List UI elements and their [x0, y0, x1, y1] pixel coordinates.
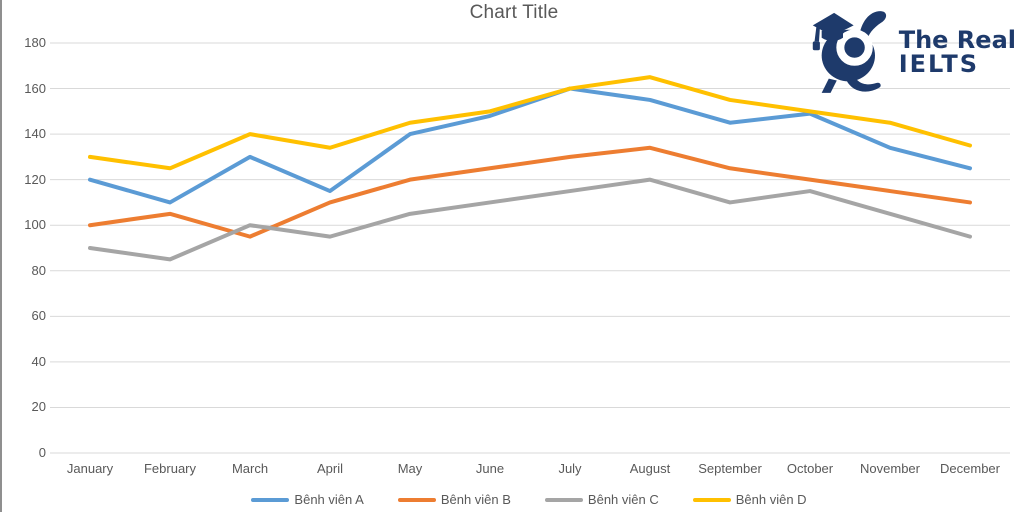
legend-line-swatch — [397, 497, 436, 502]
y-tick-label-80: 80 — [31, 262, 46, 278]
legend-label: Bênh viên A — [294, 492, 364, 507]
x-tick-label-june: June — [475, 461, 505, 476]
legend-line-swatch — [544, 497, 583, 502]
legend-label: Bênh viên C — [587, 492, 659, 507]
y-tick-label-140: 140 — [24, 126, 46, 142]
x-tick-label-april: April — [316, 461, 343, 476]
x-tick-label-october: October — [786, 461, 834, 476]
series-line-b-nh-vi-n-b — [88, 145, 972, 239]
x-tick-label-january: January — [66, 461, 114, 476]
series-line-b-nh-vi-n-a — [88, 86, 972, 205]
y-tick-label-0: 0 — [38, 445, 46, 460]
y-tick-label-180: 180 — [24, 35, 46, 50]
x-tick-label-march: March — [231, 461, 269, 476]
x-tick-label-december: December — [940, 461, 1000, 476]
x-tick-label-february: February — [143, 461, 197, 476]
legend-line-swatch — [692, 497, 731, 502]
series-line-b-nh-vi-n-d — [88, 75, 972, 171]
legend-item-b-nh-vi-n-a: Bênh viên A — [251, 492, 364, 507]
y-tick-label-20: 20 — [31, 399, 46, 415]
logo-text-line2: IELTS — [898, 50, 980, 78]
y-tick-label-100: 100 — [24, 217, 46, 233]
x-tick-label-november: November — [860, 461, 920, 476]
legend-label: Bênh viên B — [440, 492, 511, 507]
y-tick-label-120: 120 — [24, 171, 46, 187]
legend-item-b-nh-vi-n-c: Bênh viên C — [544, 492, 659, 507]
x-tick-label-may: May — [397, 461, 423, 476]
x-tick-label-september: September — [698, 461, 762, 476]
legend-item-b-nh-vi-n-d: Bênh viên D — [692, 492, 807, 507]
y-tick-label-160: 160 — [24, 80, 46, 96]
legend-item-b-nh-vi-n-b: Bênh viên B — [397, 492, 511, 507]
chart-title: Chart Title — [469, 2, 559, 23]
series-line-b-nh-vi-n-c — [88, 177, 972, 262]
logo-text-line1: The Real — [898, 25, 1016, 54]
chart-legend: Bênh viên A Bênh viên B Bênh viên C Bênh vi… — [2, 492, 1024, 507]
y-tick-label-40: 40 — [31, 353, 46, 369]
legend-line-swatch — [251, 497, 290, 502]
x-tick-label-july: July — [558, 461, 582, 476]
y-tick-label-60: 60 — [31, 308, 46, 324]
legend-label: Bênh viên D — [735, 492, 807, 507]
rabbit-graduate-icon — [812, 11, 886, 93]
x-tick-label-august: August — [629, 461, 671, 476]
brand-logo: The Real IELTS — [811, 6, 1016, 98]
